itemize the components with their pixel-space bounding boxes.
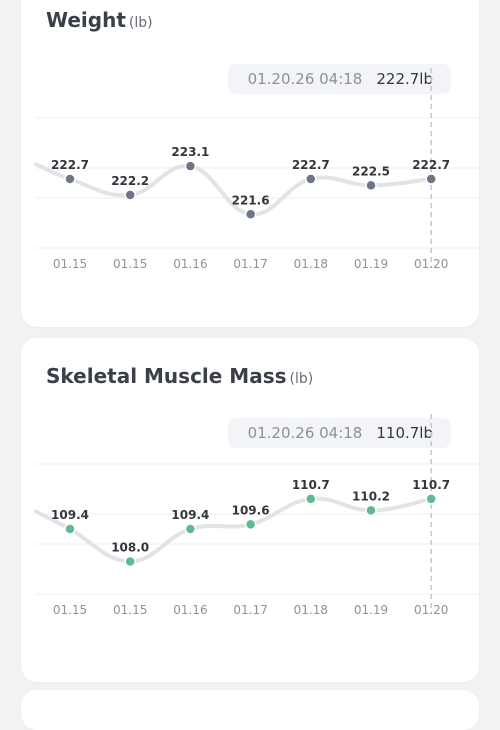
weight-data-label: 223.1 [171,145,209,159]
weight-card[interactable]: Weight (lb) 01.20.26 04:18 222.7lb 222.7 22… [21,0,479,327]
skeletal-muscle-tooltip-value: 110.7lb [376,424,433,442]
skeletal-muscle-chart[interactable]: 109.4 108.0 109.4 109.6 110.7 110.2 110.7 01.15… [21,414,479,624]
skeletal-muscle-x-tick-label: 01.15 [113,603,147,617]
weight-x-tick-label: 01.20 [414,257,448,271]
skeletal-muscle-data-label: 108.0 [111,541,149,555]
weight-data-point[interactable] [184,160,197,172]
weight-data-label: 222.7 [51,158,89,172]
skeletal-muscle-data-point[interactable] [184,523,197,535]
weight-data-label: 222.5 [352,164,390,178]
weight-tooltip-time: 01.20.26 04:18 [247,70,363,88]
skeletal-muscle-card[interactable]: Skeletal Muscle Mass (lb) 01.20.26 04:18 1… [21,338,479,682]
weight-x-tick-label: 01.16 [173,257,207,271]
weight-title: Weight (lb) [46,8,153,32]
weight-data-label: 222.2 [111,174,149,188]
weight-data-point[interactable] [124,189,136,201]
weight-data-point[interactable] [244,208,257,221]
weight-x-tick-label: 01.18 [294,257,328,271]
skeletal-muscle-x-tick-label: 01.20 [414,603,448,617]
skeletal-muscle-tooltip-time: 01.20.26 04:18 [247,424,363,442]
skeletal-muscle-tooltip: 01.20.26 04:18 110.7lb [227,418,451,448]
skeletal-muscle-data-label: 109.6 [232,503,270,517]
skeletal-muscle-data-label: 110.2 [352,489,390,503]
skeletal-muscle-x-tick-label: 01.15 [53,603,87,617]
skeletal-muscle-data-point[interactable] [305,493,317,505]
weight-tooltip-value: 222.7lb [376,70,433,88]
skeletal-muscle-x-tick-label: 01.16 [173,603,207,617]
weight-data-point[interactable] [64,173,76,185]
weight-data-point[interactable] [425,173,437,185]
weight-data-label: 221.6 [232,193,270,207]
skeletal-muscle-data-point[interactable] [64,523,76,535]
skeletal-muscle-x-tick-label: 01.18 [294,603,328,617]
weight-series-line [34,162,434,217]
skeletal-muscle-data-point[interactable] [365,504,377,517]
skeletal-muscle-data-label: 109.4 [171,508,209,522]
skeletal-muscle-data-label: 109.4 [51,508,89,522]
weight-data-point[interactable] [365,179,377,192]
weight-x-tick-label: 01.15 [113,257,147,271]
skeletal-muscle-title: Skeletal Muscle Mass (lb) [46,364,314,388]
weight-data-label: 222.7 [412,158,450,172]
weight-x-tick-label: 01.15 [53,257,87,271]
skeletal-muscle-x-tick-label: 01.19 [354,603,388,617]
skeletal-muscle-data-label: 110.7 [292,478,330,492]
skeletal-muscle-data-point[interactable] [124,555,136,568]
weight-x-tick-label: 01.19 [354,257,388,271]
weight-tooltip: 01.20.26 04:18 222.7lb [227,64,451,94]
weight-unit: (lb) [128,15,153,31]
skeletal-muscle-data-point[interactable] [425,493,437,505]
skeletal-muscle-data-point[interactable] [244,518,257,531]
skeletal-muscle-data-label: 110.7 [412,478,450,492]
skeletal-muscle-x-tick-label: 01.17 [233,603,267,617]
skeletal-muscle-series-line [34,496,434,564]
next-card[interactable] [21,690,479,730]
weight-chart[interactable]: 222.7 222.2 223.1 221.6 222.7 222.5 222.7 01.15… [21,68,479,278]
weight-data-point[interactable] [305,173,317,185]
skeletal-muscle-unit: (lb) [289,371,314,387]
weight-x-tick-label: 01.17 [233,257,267,271]
weight-data-label: 222.7 [292,158,330,172]
